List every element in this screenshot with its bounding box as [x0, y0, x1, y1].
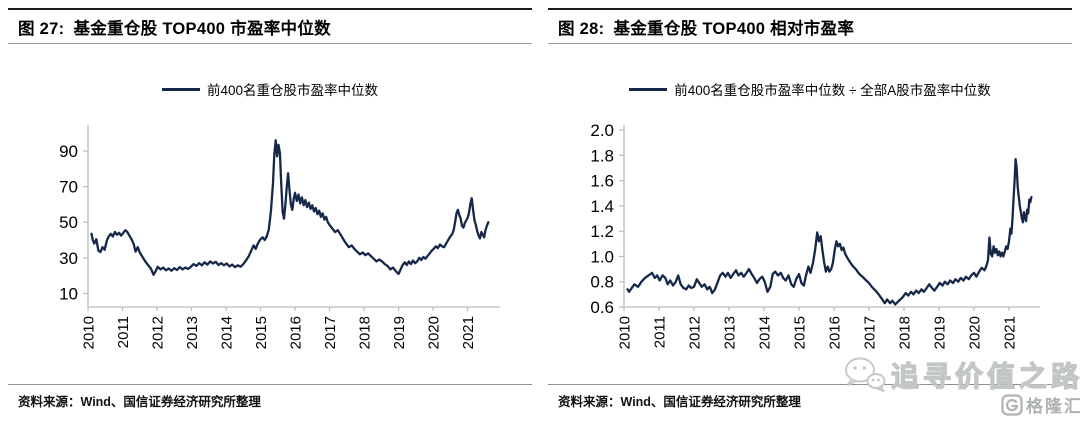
- svg-text:2015: 2015: [253, 316, 270, 349]
- svg-text:1.6: 1.6: [590, 172, 614, 191]
- legend-label: 前400名重仓股市盈率中位数 ÷ 全部A股市盈率中位数: [674, 83, 991, 98]
- figure-title: 图 28: 基金重仓股 TOP400 相对市盈率: [558, 15, 1068, 39]
- svg-text:2021: 2021: [460, 316, 477, 349]
- svg-text:2019: 2019: [391, 316, 408, 349]
- svg-text:10: 10: [59, 284, 78, 303]
- title-divider: [548, 43, 1072, 44]
- svg-text:0.8: 0.8: [590, 273, 614, 292]
- svg-text:2016: 2016: [826, 316, 843, 349]
- svg-text:90: 90: [59, 142, 78, 161]
- legend-line-marker: [629, 87, 668, 91]
- svg-text:2012: 2012: [686, 316, 703, 349]
- figure-number: 图 27:: [18, 20, 65, 38]
- figure-title-text: 基金重仓股 TOP400 相对市盈率: [613, 20, 855, 38]
- svg-text:2011: 2011: [651, 316, 668, 348]
- figure-title: 图 27: 基金重仓股 TOP400 市盈率中位数: [18, 15, 528, 39]
- source-divider: [8, 384, 532, 385]
- svg-text:2018: 2018: [357, 316, 374, 349]
- svg-text:2016: 2016: [288, 316, 305, 349]
- legend-line-marker: [161, 87, 200, 91]
- svg-text:2017: 2017: [322, 316, 339, 349]
- svg-text:70: 70: [59, 178, 78, 197]
- svg-text:2014: 2014: [756, 316, 773, 349]
- svg-text:2011: 2011: [115, 316, 132, 348]
- svg-text:2018: 2018: [896, 316, 913, 349]
- svg-text:2015: 2015: [791, 316, 808, 349]
- chart-legend: 前400名重仓股市盈率中位数 ÷ 全部A股市盈率中位数: [548, 80, 1072, 98]
- svg-text:2020: 2020: [966, 316, 983, 349]
- panel-top-rule: [548, 8, 1072, 10]
- svg-text:2010: 2010: [81, 316, 98, 349]
- source-note: 资料来源：Wind、国信证券经济研究所整理: [558, 395, 801, 409]
- source-divider: [548, 384, 1072, 385]
- svg-text:2020: 2020: [426, 316, 443, 349]
- svg-text:50: 50: [59, 213, 78, 232]
- figure-panel-27: 图 27: 基金重仓股 TOP400 市盈率中位数 前400名重仓股市盈率中位数 …: [8, 8, 532, 420]
- svg-text:2013: 2013: [184, 316, 201, 349]
- svg-text:2013: 2013: [721, 316, 738, 349]
- svg-text:30: 30: [59, 249, 78, 268]
- svg-text:1.8: 1.8: [590, 146, 614, 165]
- svg-text:2010: 2010: [617, 316, 634, 349]
- panel-top-rule: [8, 8, 532, 10]
- source-note: 资料来源：Wind、国信证券经济研究所整理: [18, 395, 261, 409]
- chart-legend: 前400名重仓股市盈率中位数: [8, 80, 532, 98]
- svg-text:2014: 2014: [219, 316, 236, 349]
- svg-text:1.2: 1.2: [590, 222, 614, 241]
- svg-text:2019: 2019: [931, 316, 948, 349]
- figure-title-text: 基金重仓股 TOP400 市盈率中位数: [73, 20, 331, 38]
- figure-number: 图 28:: [558, 20, 605, 38]
- svg-text:1.0: 1.0: [590, 247, 614, 266]
- figure-panel-28: 图 28: 基金重仓股 TOP400 相对市盈率 前400名重仓股市盈率中位数 ÷…: [548, 8, 1072, 420]
- svg-text:1.4: 1.4: [590, 197, 614, 216]
- svg-text:2.0: 2.0: [590, 121, 614, 140]
- svg-text:2012: 2012: [150, 316, 167, 349]
- svg-text:2017: 2017: [861, 316, 878, 349]
- svg-text:2021: 2021: [1001, 316, 1018, 349]
- title-divider: [8, 43, 532, 44]
- legend-label: 前400名重仓股市盈率中位数: [206, 83, 379, 98]
- svg-text:0.6: 0.6: [590, 298, 614, 317]
